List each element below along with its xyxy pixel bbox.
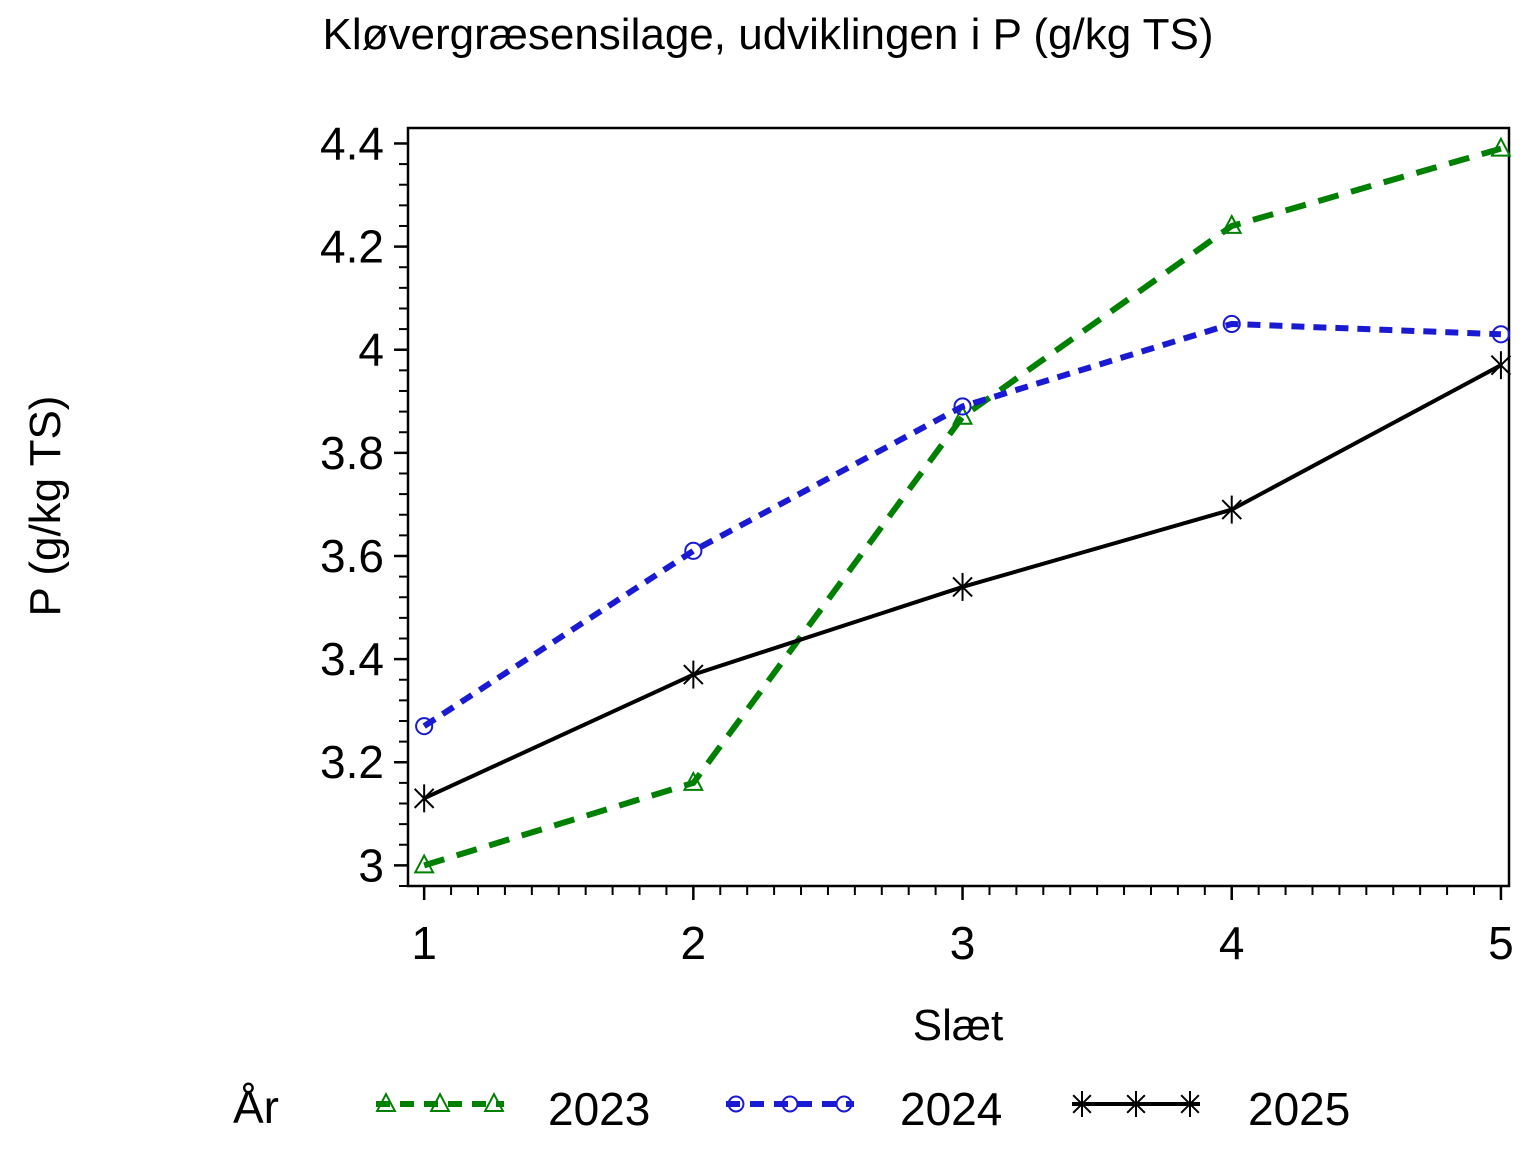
y-tick-label: 3 [358, 839, 384, 891]
series-2025-marker [683, 664, 704, 685]
y-tick-label: 3.8 [320, 427, 384, 479]
series-2024-marker [1491, 325, 1510, 344]
x-tick-label: 1 [411, 917, 437, 969]
x-axis-title: Slæt [912, 1001, 1004, 1050]
y-tick-label: 3.6 [320, 530, 384, 582]
y-tick-label: 4.2 [320, 221, 384, 273]
series-2024-marker [415, 717, 434, 736]
series-2024-line [422, 320, 1502, 729]
series-2023-marker [951, 404, 974, 425]
y-tick-label: 4 [358, 324, 384, 376]
series-2025-marker [952, 576, 973, 598]
x-tick-label: 2 [681, 917, 707, 969]
y-tick-label: 3.2 [320, 736, 384, 788]
series-2023-line [423, 145, 1502, 869]
x-tick-label: 4 [1219, 917, 1245, 969]
series-2023-marker [1490, 136, 1512, 157]
y-tick-label: 4.4 [320, 117, 384, 169]
series-2025-marker [413, 788, 435, 809]
x-tick-label: 3 [950, 917, 976, 969]
series-2025-marker [1490, 354, 1512, 376]
series-2024-marker [953, 397, 972, 416]
plot-frame [406, 126, 1511, 888]
series-2024-marker [1222, 314, 1241, 334]
series-2025-marker [1221, 499, 1242, 520]
series-2024-marker [684, 541, 703, 560]
series-2023-marker [1221, 213, 1243, 234]
x-tick-label: 5 [1488, 917, 1514, 969]
series-2023-marker [682, 770, 704, 791]
chart-title: Kløvergræsensilage, udviklingen i P (g/k… [322, 10, 1214, 59]
y-tick-label: 3.4 [320, 633, 384, 685]
series-2023-marker [413, 853, 435, 874]
